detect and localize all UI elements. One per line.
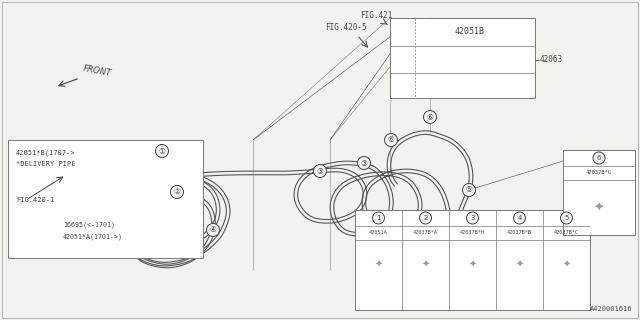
Text: ④: ④: [209, 226, 216, 235]
Text: 6: 6: [596, 155, 601, 161]
Text: *DELIVERY PIPE: *DELIVERY PIPE: [16, 161, 76, 167]
Text: ①: ①: [159, 147, 165, 156]
Text: FIG.420-1: FIG.420-1: [16, 197, 54, 203]
Text: ③: ③: [317, 166, 323, 175]
Text: ⑤: ⑤: [465, 186, 472, 195]
Text: ②: ②: [173, 188, 180, 196]
Circle shape: [385, 133, 397, 147]
Text: ✦: ✦: [594, 202, 604, 214]
Circle shape: [463, 183, 476, 196]
Text: 42063: 42063: [540, 55, 563, 65]
Text: ✦: ✦: [468, 260, 477, 270]
Text: 42051A: 42051A: [369, 230, 388, 236]
Circle shape: [593, 152, 605, 164]
Circle shape: [156, 145, 168, 157]
Text: 42037B*G: 42037B*G: [586, 171, 612, 175]
Circle shape: [207, 223, 220, 236]
Circle shape: [314, 164, 326, 178]
Text: FIG.420-5: FIG.420-5: [325, 23, 367, 32]
Bar: [355, 210, 590, 310]
Text: ✦: ✦: [563, 260, 571, 270]
Text: A420001616: A420001616: [589, 306, 632, 312]
Text: 42037B*B: 42037B*B: [507, 230, 532, 236]
Bar: [8, 140, 203, 258]
Text: ✦: ✦: [515, 260, 524, 270]
Text: FIG.421: FIG.421: [360, 11, 392, 20]
Text: 5: 5: [564, 215, 569, 221]
Text: ⑥: ⑥: [427, 113, 433, 122]
Bar: [563, 150, 635, 235]
Circle shape: [419, 212, 431, 224]
Circle shape: [358, 156, 371, 170]
Text: 42037B*H: 42037B*H: [460, 230, 485, 236]
Text: 42051*B(1707->: 42051*B(1707->: [16, 150, 76, 156]
Text: FRONT: FRONT: [82, 64, 112, 78]
Circle shape: [372, 212, 385, 224]
Text: 16695(<-1701): 16695(<-1701): [63, 222, 115, 228]
Text: 4: 4: [517, 215, 522, 221]
Circle shape: [513, 212, 525, 224]
Text: 42037B*C: 42037B*C: [554, 230, 579, 236]
Circle shape: [170, 186, 184, 198]
Circle shape: [467, 212, 479, 224]
Text: 3: 3: [470, 215, 475, 221]
Text: ✦: ✦: [421, 260, 429, 270]
Circle shape: [424, 110, 436, 124]
Text: ⑥: ⑥: [388, 135, 394, 145]
Text: ③: ③: [360, 158, 367, 167]
Bar: [390, 18, 535, 98]
Text: 42051*A(1701->): 42051*A(1701->): [63, 234, 123, 240]
Text: 42051B: 42051B: [455, 28, 485, 36]
Text: ✦: ✦: [374, 260, 383, 270]
Text: 1: 1: [376, 215, 381, 221]
Text: 2: 2: [423, 215, 428, 221]
Text: 42037B*A: 42037B*A: [413, 230, 438, 236]
Circle shape: [561, 212, 573, 224]
